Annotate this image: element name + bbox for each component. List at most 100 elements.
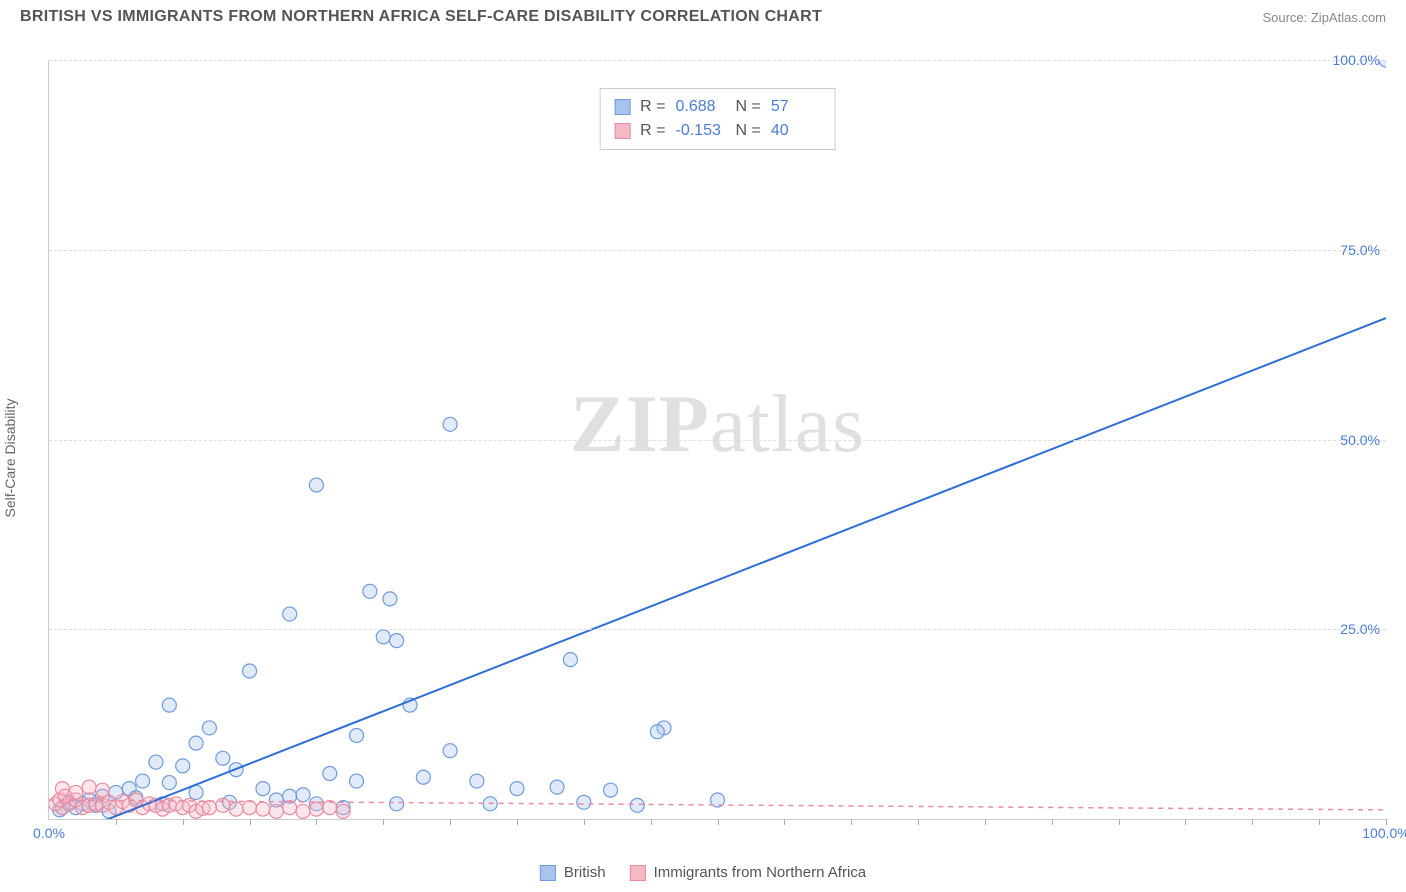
data-point <box>189 736 203 750</box>
data-point <box>563 653 577 667</box>
data-point <box>350 774 364 788</box>
correlation-legend-row-immigrants: R = -0.153 N = 40 <box>614 119 821 143</box>
x-tick-mark <box>718 819 719 825</box>
x-tick-mark <box>784 819 785 825</box>
data-point <box>202 801 216 815</box>
data-point <box>162 776 176 790</box>
data-point <box>383 592 397 606</box>
data-point <box>256 802 270 816</box>
source-attribution: Source: ZipAtlas.com <box>1262 10 1386 25</box>
x-tick-mark <box>1185 819 1186 825</box>
data-point <box>390 634 404 648</box>
gridline-h <box>49 60 1386 61</box>
series-legend: British Immigrants from Northern Africa <box>540 864 866 881</box>
legend-item-immigrants: Immigrants from Northern Africa <box>630 864 867 881</box>
x-tick-mark <box>1319 819 1320 825</box>
data-point <box>309 478 323 492</box>
data-point <box>136 774 150 788</box>
data-point <box>510 782 524 796</box>
x-tick-mark <box>918 819 919 825</box>
legend-label-british: British <box>564 864 606 881</box>
data-point <box>216 751 230 765</box>
data-point <box>162 698 176 712</box>
n-value-immigrants: 40 <box>771 119 821 143</box>
chart-container: Self-Care Disability ZIPatlas 25.0%50.0%… <box>0 30 1406 885</box>
data-point <box>149 755 163 769</box>
x-tick-mark <box>450 819 451 825</box>
x-tick-mark <box>651 819 652 825</box>
swatch-immigrants <box>614 123 630 139</box>
data-point <box>216 798 230 812</box>
x-tick-mark <box>584 819 585 825</box>
data-point <box>577 795 591 809</box>
correlation-legend-row-british: R = 0.688 N = 57 <box>614 95 821 119</box>
x-tick-mark <box>517 819 518 825</box>
data-point <box>550 780 564 794</box>
y-tick-label: 75.0% <box>1340 242 1380 258</box>
data-point <box>296 788 310 802</box>
r-value-british: 0.688 <box>676 95 726 119</box>
data-point <box>1379 60 1386 67</box>
data-point <box>309 802 323 816</box>
data-point <box>95 783 109 797</box>
data-point <box>269 804 283 818</box>
data-point <box>390 797 404 811</box>
data-point <box>283 607 297 621</box>
r-label: R = <box>640 95 665 119</box>
swatch-british-icon <box>540 865 556 881</box>
r-value-immigrants: -0.153 <box>676 119 726 143</box>
x-tick-mark <box>1252 819 1253 825</box>
data-point <box>443 744 457 758</box>
data-point <box>202 721 216 735</box>
data-point <box>336 804 350 818</box>
n-label: N = <box>736 95 761 119</box>
x-tick-mark <box>116 819 117 825</box>
data-point <box>323 766 337 780</box>
data-point <box>630 798 644 812</box>
data-point <box>58 789 72 803</box>
x-tick-mark <box>1052 819 1053 825</box>
gridline-h <box>49 629 1386 630</box>
y-tick-label: 25.0% <box>1340 621 1380 637</box>
x-tick-label-100: 100.0% <box>1362 825 1406 841</box>
chart-title: BRITISH VS IMMIGRANTS FROM NORTHERN AFRI… <box>20 8 822 26</box>
data-point <box>256 782 270 796</box>
trend-line <box>89 318 1386 819</box>
header: BRITISH VS IMMIGRANTS FROM NORTHERN AFRI… <box>0 0 1406 30</box>
x-tick-mark <box>383 819 384 825</box>
data-point <box>443 417 457 431</box>
legend-label-immigrants: Immigrants from Northern Africa <box>654 864 867 881</box>
x-tick-label-0: 0.0% <box>33 825 65 841</box>
y-axis-label: Self-Care Disability <box>2 398 18 517</box>
gridline-h <box>49 250 1386 251</box>
data-point <box>243 801 257 815</box>
data-point <box>604 783 618 797</box>
data-point <box>82 780 96 794</box>
plot-area: ZIPatlas 25.0%50.0%75.0%100.0% R = 0.688… <box>48 60 1386 820</box>
n-label: N = <box>736 119 761 143</box>
legend-item-british: British <box>540 864 606 881</box>
swatch-immigrants-icon <box>630 865 646 881</box>
data-point <box>416 770 430 784</box>
correlation-legend: R = 0.688 N = 57 R = -0.153 N = 40 <box>599 88 836 150</box>
data-point <box>350 729 364 743</box>
data-point <box>650 725 664 739</box>
y-tick-label: 100.0% <box>1333 52 1380 68</box>
data-point <box>296 804 310 818</box>
data-point <box>376 630 390 644</box>
gridline-h <box>49 440 1386 441</box>
x-tick-mark <box>1119 819 1120 825</box>
n-value-british: 57 <box>771 95 821 119</box>
data-point <box>363 584 377 598</box>
data-point <box>283 801 297 815</box>
x-tick-mark <box>250 819 251 825</box>
x-tick-mark <box>316 819 317 825</box>
x-tick-mark <box>183 819 184 825</box>
data-point <box>229 802 243 816</box>
data-point <box>243 664 257 678</box>
x-tick-mark <box>985 819 986 825</box>
data-point <box>470 774 484 788</box>
swatch-british <box>614 99 630 115</box>
x-tick-mark <box>851 819 852 825</box>
y-tick-label: 50.0% <box>1340 432 1380 448</box>
